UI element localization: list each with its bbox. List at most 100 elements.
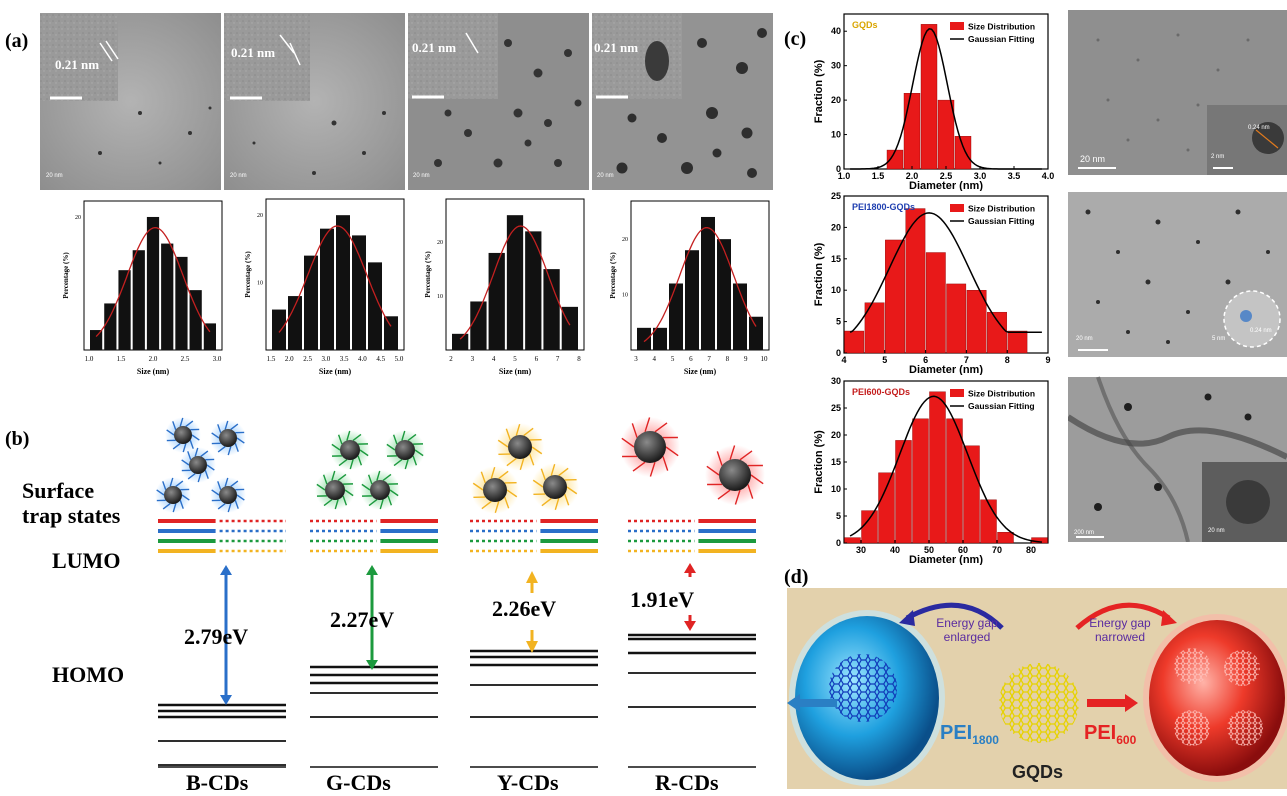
x-axis-label: Size (nm) bbox=[499, 367, 532, 376]
bar-5.0 bbox=[384, 316, 398, 350]
energy-gap-narrowed-line2: narrowed bbox=[1085, 630, 1155, 644]
y-tick-label: 20 bbox=[622, 237, 628, 243]
bar-2.0 bbox=[147, 217, 159, 350]
x-tick-label: 9 bbox=[744, 355, 748, 363]
bar-7.25 bbox=[967, 290, 986, 353]
y-tick-label: 20 bbox=[75, 215, 81, 221]
y-axis-label: Percentage (%) bbox=[424, 251, 432, 298]
y-tick-label: 5 bbox=[836, 511, 841, 521]
tem-c-scale-6: 20 nm bbox=[1208, 528, 1225, 534]
gqd-graphene-icon bbox=[999, 663, 1079, 743]
legend-label-size: Size Distribution bbox=[968, 22, 1035, 32]
tem-images-a bbox=[40, 13, 773, 190]
quantum-dot-icon bbox=[219, 429, 237, 447]
tem-c-scale-1: 20 nm bbox=[1080, 154, 1105, 164]
y-tick-label: 5 bbox=[836, 317, 841, 327]
x-tick-label: 2.0 bbox=[149, 355, 158, 363]
y-tick-label: 20 bbox=[831, 95, 841, 105]
gap-arrow-g-head-up bbox=[366, 565, 378, 575]
y-axis-label: Percentage (%) bbox=[244, 251, 252, 298]
quantum-dot-icon bbox=[164, 486, 182, 504]
tem-images-c bbox=[1068, 10, 1287, 542]
quantum-dot-icon bbox=[174, 426, 192, 444]
x-tick-label: 3 bbox=[471, 355, 475, 363]
x-tick-label: 1.5 bbox=[872, 171, 885, 181]
bar-3.5 bbox=[336, 215, 350, 350]
x-tick-label: 4.0 bbox=[1042, 171, 1055, 181]
bar-57.5 bbox=[947, 419, 963, 543]
tem-image-c3 bbox=[1068, 377, 1287, 542]
y-axis-label: Percentage (%) bbox=[62, 252, 70, 299]
bar-10 bbox=[749, 317, 763, 350]
bar-42.5 bbox=[896, 440, 912, 543]
bar-37.5 bbox=[879, 473, 895, 543]
y-tick-label: 15 bbox=[831, 457, 841, 467]
quantum-dot-icon bbox=[719, 459, 751, 491]
x-tick-label: 2.0 bbox=[285, 355, 294, 363]
tem-c-inset-2: 0.24 nm bbox=[1250, 328, 1272, 334]
graphene-small-icon-1 bbox=[1174, 648, 1210, 684]
y-tick-label: 10 bbox=[437, 294, 443, 300]
bar-2.75 bbox=[955, 136, 971, 169]
x-tick-label: 4.5 bbox=[376, 355, 385, 363]
energy-gap-enlarged-line1: Energy gap bbox=[932, 616, 1002, 630]
y-axis-label: Fraction (%) bbox=[813, 430, 825, 494]
bar-2.25 bbox=[921, 24, 937, 169]
x-tick-label: 5 bbox=[513, 355, 517, 363]
gap-arrow-r-head-down bbox=[684, 621, 696, 631]
x-tick-label: 9 bbox=[1045, 355, 1050, 365]
y-tick-label: 0 bbox=[836, 348, 841, 358]
tem-image-2 bbox=[224, 13, 405, 190]
x-tick-label: 3 bbox=[634, 355, 638, 363]
energy-gap-enlarged-line2: enlarged bbox=[932, 630, 1002, 644]
chart-title: PEI600-GQDs bbox=[852, 387, 910, 397]
x-tick-label: 5 bbox=[671, 355, 675, 363]
y-tick-label: 0 bbox=[836, 164, 841, 174]
y-tick-label: 25 bbox=[831, 191, 841, 201]
bar-7.75 bbox=[987, 312, 1006, 353]
bar-1.0 bbox=[90, 330, 102, 350]
legend-label-size: Size Distribution bbox=[968, 389, 1035, 399]
quantum-dot-icon bbox=[219, 486, 237, 504]
x-axis-label: Size (nm) bbox=[319, 367, 352, 376]
x-tick-label: 70 bbox=[992, 545, 1002, 555]
x-tick-label: 30 bbox=[856, 545, 866, 555]
x-tick-label: 8 bbox=[577, 355, 581, 363]
chart-title: PEI1800-GQDs bbox=[852, 202, 915, 212]
y-tick-label: 0 bbox=[836, 538, 841, 548]
x-tick-label: 7 bbox=[707, 355, 711, 363]
gap-arrow-g-head-down bbox=[366, 660, 378, 670]
bar-4 bbox=[489, 253, 505, 350]
legend-swatch-bar bbox=[950, 389, 964, 397]
bar-2.25 bbox=[161, 244, 173, 350]
bar-5 bbox=[669, 283, 683, 350]
tem-scale-label-2: 20 nm bbox=[230, 173, 247, 179]
bar-2.5 bbox=[304, 256, 318, 350]
y-tick-label: 40 bbox=[831, 26, 841, 36]
y-tick-label: 10 bbox=[831, 484, 841, 494]
bar-72.5 bbox=[998, 532, 1014, 543]
gap-arrow-b-head-down bbox=[220, 695, 232, 705]
x-tick-label: 6 bbox=[689, 355, 693, 363]
x-tick-label: 1.5 bbox=[117, 355, 126, 363]
y-axis-label: Fraction (%) bbox=[813, 59, 825, 123]
cd-label-r: R-CDs bbox=[655, 770, 719, 796]
bar-1.75 bbox=[133, 250, 145, 350]
homo-label: HOMO bbox=[52, 662, 124, 688]
quantum-dot-icon bbox=[483, 478, 507, 502]
y-tick-label: 20 bbox=[437, 240, 443, 246]
x-tick-label: 40 bbox=[890, 545, 900, 555]
tem-c-inset-1: 0.24 nm bbox=[1248, 125, 1270, 131]
tem-scale-label-4: 20 nm bbox=[597, 173, 614, 179]
quantum-dot-icon bbox=[370, 480, 390, 500]
bar-2 bbox=[452, 334, 468, 350]
bar-52.5 bbox=[930, 392, 946, 543]
tem-inset-label-4: 0.21 nm bbox=[594, 40, 638, 56]
y-tick-label: 20 bbox=[831, 222, 841, 232]
y-tick-label: 10 bbox=[831, 130, 841, 140]
x-tick-label: 6 bbox=[535, 355, 539, 363]
quantum-dot-icon bbox=[508, 435, 532, 459]
